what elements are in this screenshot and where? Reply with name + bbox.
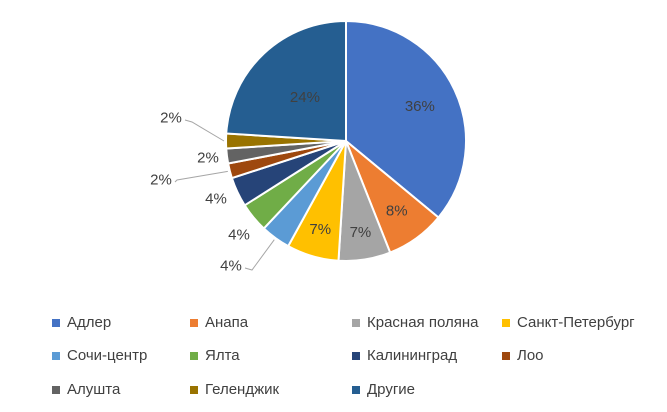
- data-label-8: 2%: [197, 150, 219, 167]
- data-label-0: 36%: [405, 98, 435, 115]
- data-label-6: 4%: [205, 191, 227, 208]
- data-label-1: 8%: [386, 202, 408, 219]
- data-label-4: 4%: [220, 258, 242, 275]
- slice-0: [345, 19, 467, 219]
- data-label-2: 7%: [350, 224, 372, 241]
- data-label-10: 24%: [290, 89, 320, 106]
- data-label-7: 2%: [150, 172, 172, 189]
- leader-line-4: [244, 239, 275, 271]
- data-label-9: 2%: [160, 110, 182, 127]
- slice-10: [225, 19, 347, 143]
- leader-line-7: [174, 170, 228, 183]
- data-label-5: 4%: [228, 227, 250, 244]
- leader-line-9: [184, 119, 225, 142]
- data-label-3: 7%: [309, 221, 331, 238]
